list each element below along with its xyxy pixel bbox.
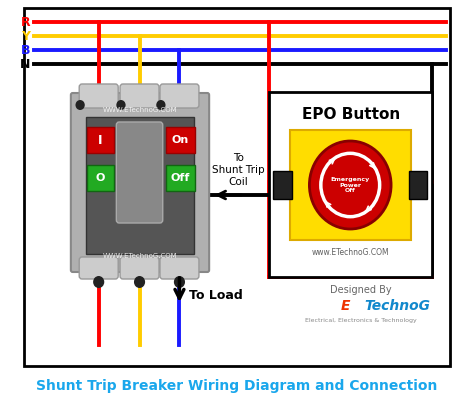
Bar <box>87 165 115 191</box>
Text: B: B <box>20 44 30 56</box>
Text: R: R <box>20 16 30 28</box>
Bar <box>270 92 432 277</box>
Circle shape <box>134 276 145 288</box>
Text: Y: Y <box>21 30 30 42</box>
Bar <box>273 171 292 199</box>
Circle shape <box>93 276 104 288</box>
FancyBboxPatch shape <box>160 257 199 279</box>
Bar <box>409 171 427 199</box>
Bar <box>86 117 194 254</box>
Circle shape <box>310 141 391 229</box>
Text: TechnoG: TechnoG <box>364 299 430 313</box>
Text: E: E <box>341 299 350 313</box>
FancyBboxPatch shape <box>120 257 159 279</box>
Bar <box>87 127 115 153</box>
Circle shape <box>75 100 85 110</box>
Bar <box>290 130 410 240</box>
Text: N: N <box>19 58 30 71</box>
Text: Off: Off <box>171 173 190 183</box>
Text: O: O <box>96 173 105 183</box>
Text: I: I <box>98 134 103 146</box>
Text: WWW.ETechnoG.COM: WWW.ETechnoG.COM <box>103 253 177 259</box>
FancyBboxPatch shape <box>79 84 118 108</box>
FancyBboxPatch shape <box>160 84 199 108</box>
FancyBboxPatch shape <box>71 93 209 272</box>
FancyBboxPatch shape <box>116 122 163 223</box>
Circle shape <box>116 100 126 110</box>
Bar <box>165 165 195 191</box>
Text: Designed By: Designed By <box>329 285 391 295</box>
Bar <box>165 127 195 153</box>
Circle shape <box>174 276 185 288</box>
Text: WWW.ETechnoG.COM: WWW.ETechnoG.COM <box>103 107 177 113</box>
Text: On: On <box>172 135 189 145</box>
Text: Shunt Trip Breaker Wiring Diagram and Connection: Shunt Trip Breaker Wiring Diagram and Co… <box>36 379 438 393</box>
Text: www.ETechnoG.COM: www.ETechnoG.COM <box>311 247 389 256</box>
Text: Emergency
Power
Off: Emergency Power Off <box>331 177 370 193</box>
Text: EPO Button: EPO Button <box>301 106 400 122</box>
Text: Electrical, Electronics & Technology: Electrical, Electronics & Technology <box>305 318 416 323</box>
FancyBboxPatch shape <box>120 84 159 108</box>
Text: To
Shunt Trip
Coil: To Shunt Trip Coil <box>212 153 265 187</box>
Text: To Load: To Load <box>189 289 243 302</box>
Circle shape <box>156 100 165 110</box>
Bar <box>25 8 449 366</box>
FancyBboxPatch shape <box>79 257 118 279</box>
